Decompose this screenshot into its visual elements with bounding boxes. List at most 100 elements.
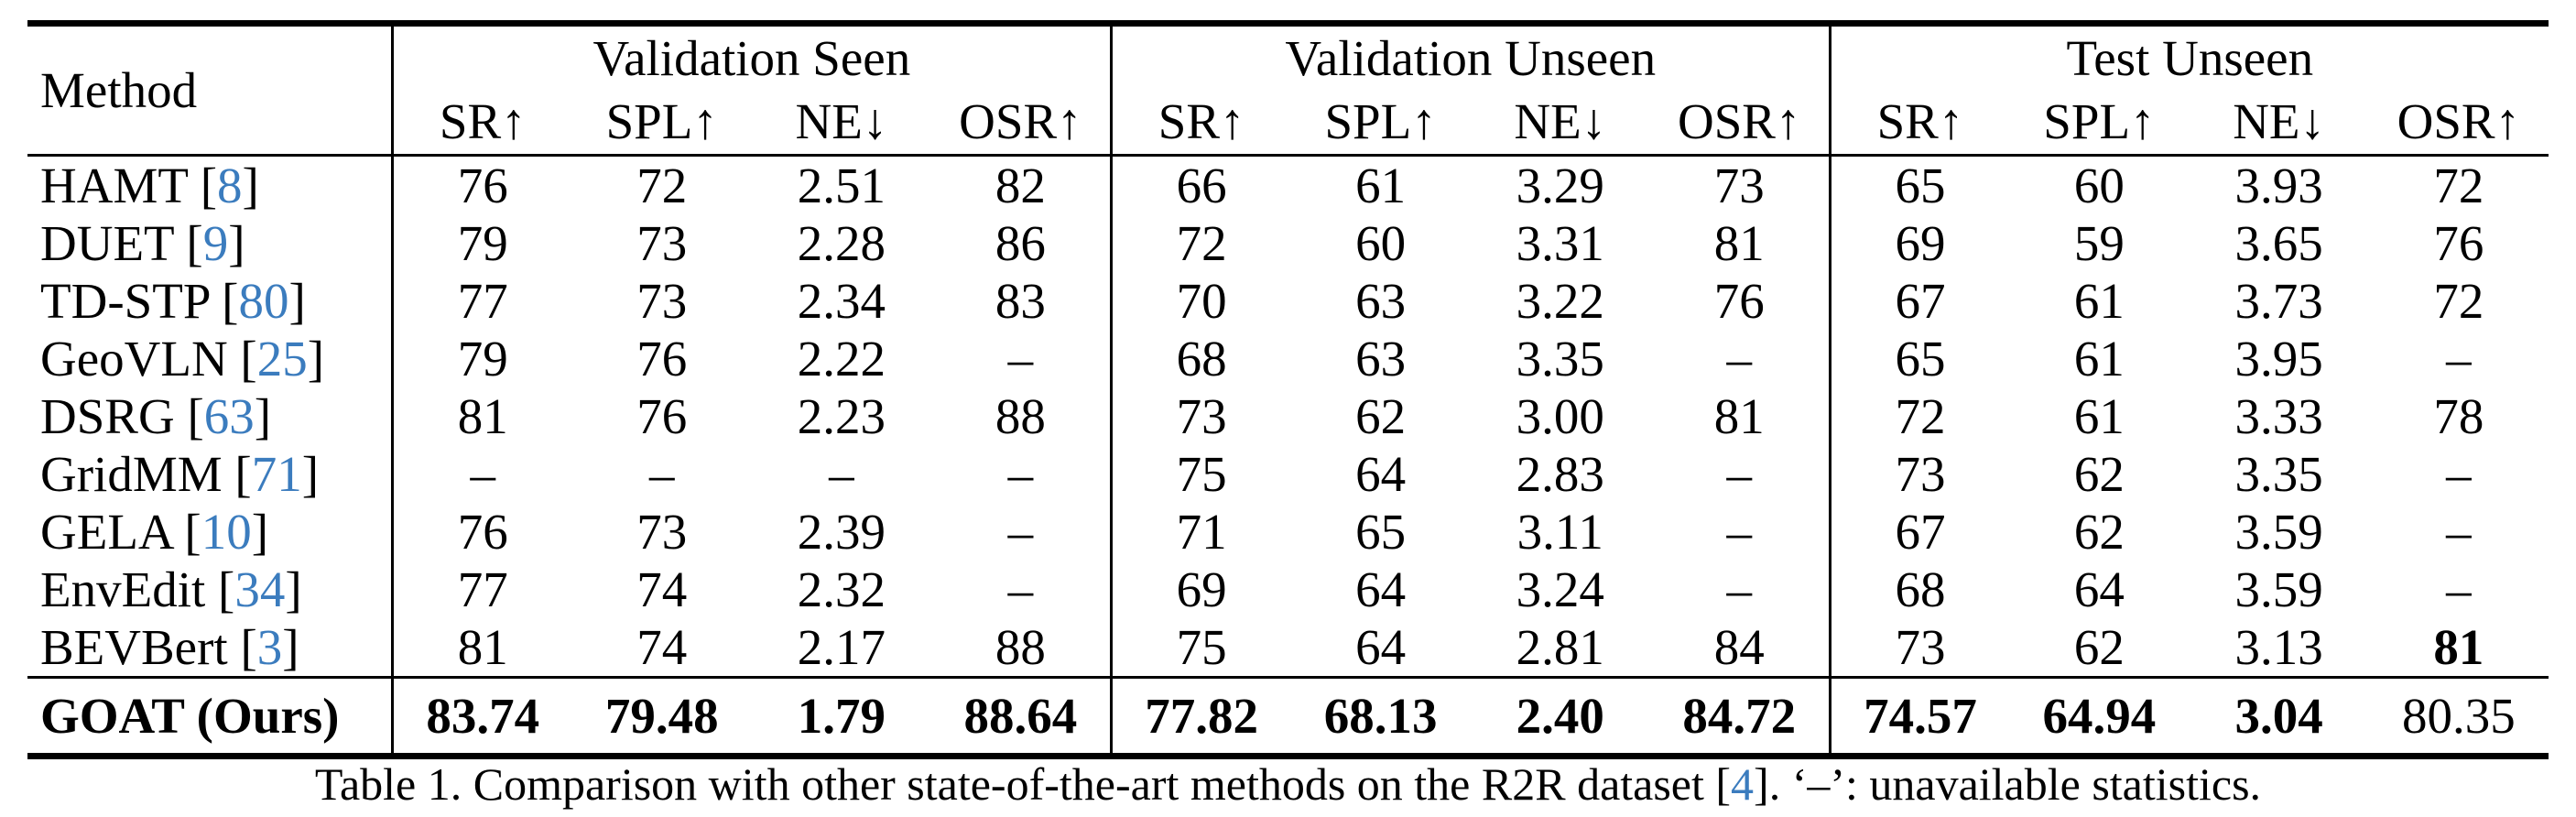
metric-value-cell: – — [1007, 446, 1034, 502]
metric-value-cell: 76 — [390, 503, 572, 561]
metric-value-cell: – — [1726, 446, 1753, 502]
metric-value-cell: 76 — [390, 155, 572, 214]
metric-value-cell: 81 — [1713, 388, 1765, 444]
metric-value-cell: 3.73 — [2234, 273, 2323, 329]
method-name: HAMT — [40, 158, 188, 213]
metric-value-cell: 73 — [636, 504, 688, 560]
citation-number[interactable]: 9 — [202, 215, 229, 271]
caption-text: ]. ‘–’: unavailable statistics. — [1754, 758, 2262, 810]
table-body: HAMT [8] 76 72 2.51 82 66 61 3.29 73 65 60 3.93 72 DU… — [27, 155, 2549, 757]
metric-value-cell: 3.22 — [1516, 273, 1604, 329]
metric-value-cell: 68.13 — [1290, 676, 1471, 757]
table-row: GridMM [71] – – – – 75 64 2.83 – 73 62 3.35 – — [27, 445, 2549, 503]
method-name: TD-STP — [40, 273, 210, 329]
method-cell: DSRG [63] — [40, 388, 272, 444]
metric-value-cell: – — [1726, 331, 1753, 387]
metric-value-cell: 3.65 — [2234, 215, 2323, 271]
metric-value-cell: 79 — [390, 330, 572, 387]
metric-value-cell: – — [2446, 331, 2472, 387]
metric-value-cell: 2.51 — [797, 158, 886, 213]
metric-value-cell: 61 — [2073, 273, 2125, 329]
metric-value-cell: 3.04 — [2189, 676, 2369, 757]
metric-value-cell: 64.94 — [2009, 676, 2190, 757]
group-header-row: Method Validation Seen Validation Unseen… — [27, 23, 2549, 157]
metric-value-cell: – — [1726, 504, 1753, 560]
citation-number[interactable]: 25 — [256, 331, 308, 387]
metric-value-cell: 72 — [1828, 387, 2010, 445]
metric-value-cell: 77 — [390, 561, 572, 618]
metric-value-cell: – — [1726, 561, 1753, 617]
table-row-ours: GOAT (Ours) 83.74 79.48 1.79 88.64 77.82 68.13… — [27, 676, 2549, 757]
column-header-method: Method — [27, 23, 393, 157]
metric-value-cell: 79 — [390, 214, 572, 272]
metric-value-cell: 2.83 — [1516, 446, 1604, 502]
metric-value-cell: – — [829, 446, 854, 502]
metric-value-cell: 67 — [1828, 272, 2010, 330]
metric-value-cell: 2.22 — [797, 331, 886, 387]
metric-value-cell: – — [2446, 561, 2472, 617]
table-row: GELA [10] 76 73 2.39 – 71 65 3.11 – 67 62 3.59 – — [27, 503, 2549, 561]
table-row: BEVBert [3] 81 74 2.17 88 75 64 2.81 84 73 62 3.13 8… — [27, 618, 2549, 678]
metric-value-cell: 61 — [1355, 158, 1407, 213]
metric-value-cell: 3.35 — [2234, 446, 2323, 502]
caption-text: Table 1. Comparison with other state-of-… — [314, 758, 1732, 810]
metric-value-cell: 3.31 — [1516, 215, 1604, 271]
metric-value-cell: 3.29 — [1516, 158, 1604, 213]
method-name: GeoVLN — [40, 331, 228, 387]
metric-header-sr: SR↑ — [1109, 89, 1291, 157]
citation-number[interactable]: 3 — [256, 619, 283, 675]
metric-value-cell: 65 — [1828, 155, 2010, 214]
metric-value-cell: 69 — [1828, 214, 2010, 272]
metric-value-cell: – — [390, 445, 572, 503]
metric-value-cell: 76 — [636, 388, 688, 444]
method-name: EnvEdit — [40, 561, 206, 617]
metric-value-cell: – — [2446, 446, 2472, 502]
metric-value-cell: 88.64 — [931, 676, 1112, 757]
metric-value-cell: 74 — [636, 619, 688, 675]
table-row: TD-STP [80] 77 73 2.34 83 70 63 3.22 76 67 61 3.73 7… — [27, 272, 2549, 330]
method-name: GridMM — [40, 446, 223, 502]
table-row: HAMT [8] 76 72 2.51 82 66 61 3.29 73 65 60 3.93 72 — [27, 155, 2549, 214]
results-table: Method Validation Seen Validation Unseen… — [27, 20, 2549, 759]
table-row: EnvEdit [34] 77 74 2.32 – 69 64 3.24 – 68 64 3.59 – — [27, 561, 2549, 618]
metric-value-cell: 68 — [1828, 561, 2010, 618]
metric-value-cell: 2.34 — [797, 273, 886, 329]
citation-number[interactable]: 63 — [203, 388, 255, 444]
metric-value-cell: 77 — [390, 272, 572, 330]
citation-number[interactable]: 80 — [238, 273, 289, 329]
metric-value-cell: 72 — [2433, 158, 2484, 213]
metric-value-cell: 2.39 — [797, 504, 886, 560]
metric-value-cell: 88 — [995, 619, 1046, 675]
metric-value-cell: 78 — [2433, 388, 2484, 444]
method-cell: EnvEdit [34] — [40, 561, 302, 617]
metric-value-cell: 73 — [1828, 445, 2010, 503]
metric-value-cell: 2.81 — [1516, 619, 1604, 675]
caption-citation-number[interactable]: 4 — [1731, 758, 1755, 810]
metric-value-cell: 62 — [2073, 504, 2125, 560]
method-name: BEVBert — [40, 619, 228, 675]
metric-value-cell: 73 — [636, 215, 688, 271]
metric-value-cell: 3.33 — [2234, 388, 2323, 444]
metric-value-cell: 64 — [1355, 619, 1407, 675]
method-cell: GOAT (Ours) — [27, 676, 393, 757]
metric-header-spl: SPL↑ — [1290, 89, 1471, 157]
metric-value-cell: 81 — [2433, 619, 2484, 675]
metric-header-row: SR↑ SPL↑ NE↓ OSR↑ SR↑ SPL↑ NE↓ OSR↑ SR↑ … — [27, 89, 2549, 157]
citation-number[interactable]: 8 — [217, 158, 243, 213]
metric-value-cell: – — [2446, 504, 2472, 560]
metric-value-cell: 76 — [636, 331, 688, 387]
method-name: GELA — [40, 504, 172, 560]
metric-value-cell: 68 — [1109, 330, 1291, 387]
metric-value-cell: 64 — [1355, 561, 1407, 617]
metric-header-osr: OSR↑ — [1649, 89, 1831, 157]
citation-number[interactable]: 10 — [201, 504, 252, 560]
metric-header-sr: SR↑ — [1828, 89, 2010, 157]
metric-value-cell: 3.35 — [1516, 331, 1604, 387]
table-row: GeoVLN [25] 79 76 2.22 – 68 63 3.35 – 65 61 3.95 – — [27, 330, 2549, 387]
metric-value-cell: – — [1007, 331, 1034, 387]
metric-value-cell: 84.72 — [1649, 676, 1831, 757]
metric-value-cell: 73 — [1713, 158, 1765, 213]
metric-value-cell: 62 — [2073, 446, 2125, 502]
citation-number[interactable]: 71 — [251, 446, 302, 502]
citation-number[interactable]: 34 — [234, 561, 286, 617]
